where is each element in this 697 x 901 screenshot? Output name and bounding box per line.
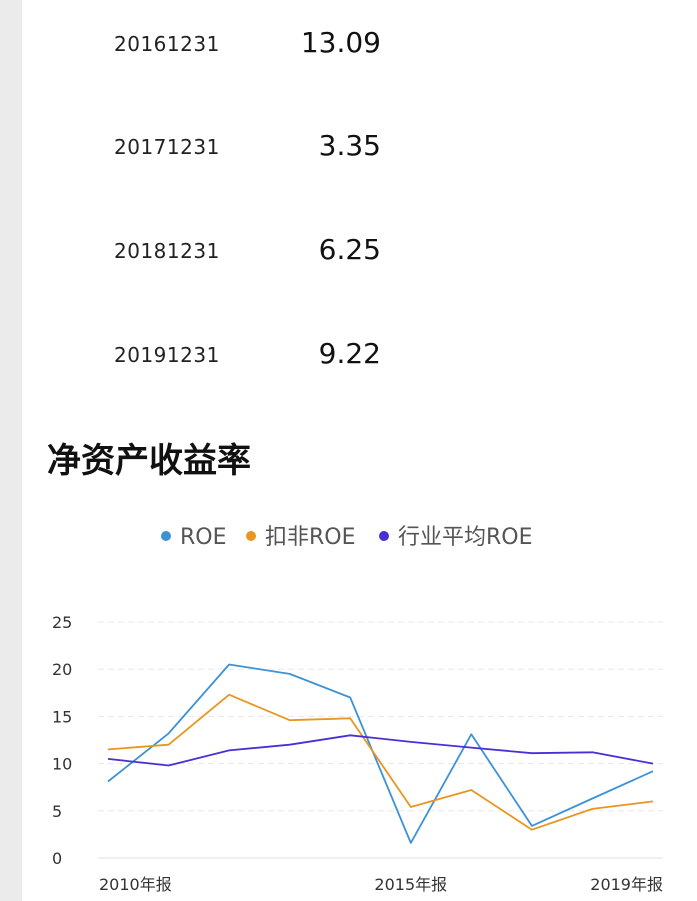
row-date: 20171231 (114, 135, 220, 159)
series-line (107, 663, 654, 844)
table-row: 20161231 13.09 (22, 12, 697, 72)
row-date: 20191231 (114, 343, 220, 367)
legend-item: ROE (161, 525, 227, 550)
x-tick-label: 2019年报 (590, 875, 663, 894)
y-tick-label: 5 (52, 802, 62, 821)
row-value: 3.35 (318, 129, 381, 162)
y-tick-label: 10 (52, 755, 72, 774)
row-value: 13.09 (300, 26, 381, 59)
y-tick-label: 15 (52, 707, 72, 726)
row-date: 20161231 (114, 32, 220, 56)
chart-legend: ROE 扣非ROE 行业平均ROE (161, 525, 533, 550)
series-line (107, 734, 654, 767)
legend-label: 行业平均ROE (398, 525, 533, 550)
y-tick-label: 20 (52, 660, 72, 679)
chart-grid: 0 5 10 15 20 25 (52, 613, 663, 868)
legend-dot-icon (161, 531, 171, 541)
left-edge-strip (0, 0, 22, 901)
legend-item: 扣非ROE (246, 525, 356, 550)
table-row: 20181231 6.25 (22, 219, 697, 279)
table-row: 20191231 9.22 (22, 323, 697, 383)
x-tick-label: 2010年报 (99, 875, 172, 894)
legend-label: 扣非ROE (265, 525, 356, 550)
legend-label: ROE (180, 525, 227, 550)
row-value: 6.25 (318, 233, 381, 266)
legend-dot-icon (246, 531, 256, 541)
legend-item: 行业平均ROE (379, 525, 533, 550)
series-line (107, 693, 654, 831)
section-title: 净资产收益率 (47, 441, 251, 481)
y-tick-label: 25 (52, 613, 72, 632)
row-value: 9.22 (318, 337, 381, 370)
x-tick-labels: 2010年报 2015年报 2019年报 (99, 875, 663, 894)
table-row: 20171231 3.35 (22, 115, 697, 175)
row-date: 20181231 (114, 239, 220, 263)
legend-dot-icon (379, 531, 389, 541)
y-tick-label: 0 (52, 849, 62, 868)
x-tick-label: 2015年报 (374, 875, 447, 894)
